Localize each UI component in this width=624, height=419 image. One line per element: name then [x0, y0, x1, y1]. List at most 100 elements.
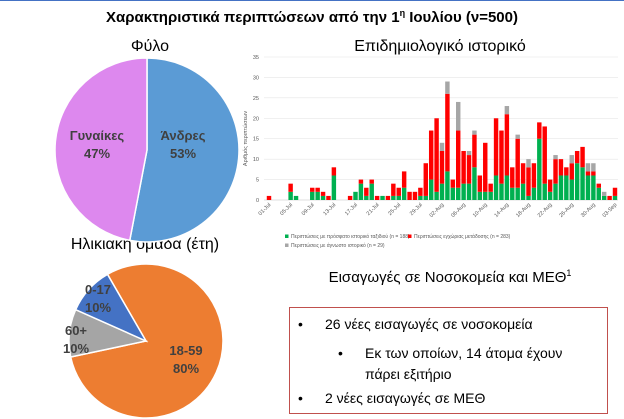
x-tick-label: 06-Aug — [450, 202, 467, 219]
bar-segment — [456, 187, 461, 200]
bullet-text: 2 νέες εισαγωγές σε ΜΕΘ — [325, 390, 486, 406]
bar-segment — [439, 142, 445, 151]
bar-segment — [439, 150, 445, 184]
bar-segment — [569, 155, 574, 164]
hospital-heading: Εισαγωγές σε Νοσοκομεία και ΜΕΘ1 — [290, 268, 610, 286]
bar-segment — [483, 191, 488, 200]
bar-segment — [591, 175, 596, 200]
bar-segment — [391, 183, 396, 196]
bar-segment — [558, 175, 564, 200]
bar-segment — [537, 138, 542, 200]
bar-segment — [526, 167, 531, 196]
bar-segment — [461, 183, 466, 200]
y-axis-label: Αριθμός περιπτώσεων — [242, 111, 249, 166]
bar-segment — [591, 171, 596, 176]
bullet-icon: • — [338, 345, 343, 361]
page-title: Χαρακτηριστικά περιπτώσεων από την 1η Ιο… — [0, 8, 624, 26]
bar-segment — [331, 175, 337, 200]
bar-segment — [553, 183, 558, 200]
bar-segment — [369, 179, 374, 184]
bar-segment — [423, 163, 428, 196]
pie-slice — [128, 57, 240, 243]
bar-segment — [461, 150, 466, 184]
x-tick-label: 26-Aug — [558, 202, 575, 219]
bar-segment — [601, 191, 607, 196]
title-text-rest: Ιουλίου (ν=500) — [405, 9, 518, 26]
bullet-item: • 26 νέες εισαγωγές σε νοσοκομεία — [298, 316, 598, 332]
bar-segment — [418, 195, 423, 200]
y-tick-label: 10 — [253, 157, 259, 163]
top-divider — [0, 0, 624, 1]
bar-segment — [553, 159, 558, 184]
bar-segment — [612, 195, 618, 200]
bar-segment — [585, 163, 591, 172]
bar-segment — [364, 195, 369, 200]
bar-segment — [493, 118, 499, 176]
legend-label: Περιπτώσεις με πρόσφατο ιστορικό ταξιδιο… — [291, 233, 410, 240]
bar-segment — [580, 167, 585, 200]
bar-segment — [542, 183, 547, 200]
bar-segment — [326, 195, 331, 200]
bar-segment — [466, 183, 472, 200]
pie-label: 60+ — [65, 323, 87, 338]
bar-segment — [320, 195, 326, 200]
legend-label: Περιπτώσεις με άγνωστο ιστορικό (n = 29) — [291, 242, 385, 249]
bar-segment — [537, 122, 542, 139]
y-tick-label: 5 — [256, 178, 259, 184]
hospital-box: • 26 νέες εισαγωγές σε νοσοκομεία • Εκ των… — [289, 307, 608, 414]
y-tick-label: 20 — [253, 116, 259, 122]
bar-segment — [483, 142, 488, 192]
bar-chart-title: Επιδημιολογικό ιστορικό — [354, 38, 526, 55]
bar-segment — [477, 191, 483, 200]
x-tick-label: 29-Jul — [409, 202, 424, 217]
bar-segment — [466, 150, 472, 156]
bar-segment — [612, 187, 618, 196]
bar-segment — [412, 191, 418, 200]
bar-segment — [504, 106, 510, 115]
bar-segment — [472, 167, 477, 200]
pie-label: 0-17 — [85, 282, 111, 297]
x-tick-label: 22-Aug — [537, 202, 554, 219]
bar-segment — [520, 163, 526, 184]
bar-segment — [569, 163, 574, 180]
hospital-heading-text: Εισαγωγές σε Νοσοκομεία και ΜΕΘ — [328, 269, 567, 286]
pie-slice — [74, 273, 148, 343]
bar-segment — [450, 187, 456, 200]
x-tick-label: 10-Aug — [472, 202, 489, 219]
gender-pie-title: Φύλο — [130, 38, 170, 55]
bar-segment — [396, 195, 401, 200]
bar-segment — [418, 187, 423, 196]
bar-segment — [510, 187, 515, 200]
pie-value-label: 10% — [63, 341, 89, 356]
bar-segment — [510, 167, 515, 188]
title-superscript: η — [399, 8, 406, 18]
pie-label: 18-59 — [169, 343, 202, 358]
bar-segment — [456, 130, 461, 188]
bar-segment — [358, 183, 364, 200]
bar-segment — [607, 195, 612, 200]
bar-segment — [288, 183, 293, 192]
bar-segment — [596, 187, 601, 200]
x-tick-label: 30-Aug — [580, 202, 597, 219]
bar-segment — [396, 187, 401, 196]
bar-segment — [401, 171, 407, 188]
bar-segment — [445, 81, 450, 94]
bar-segment — [472, 134, 477, 168]
bar-segment — [596, 183, 601, 188]
bar-segment — [369, 183, 374, 200]
bar-segment — [591, 163, 596, 172]
bar-segment — [526, 159, 531, 168]
x-tick-label: 05-Jul — [279, 202, 294, 217]
x-tick-label: 17-Jul — [344, 202, 359, 217]
bar-segment — [493, 175, 499, 200]
bar-segment — [472, 130, 477, 135]
bar-segment — [428, 179, 434, 200]
bar-segment — [391, 195, 396, 200]
bar-segment — [445, 171, 450, 200]
x-tick-label: 13-Jul — [322, 202, 337, 217]
bar-segment — [439, 183, 445, 200]
pie-value-label: 10% — [85, 300, 111, 315]
bar-segment — [428, 130, 434, 180]
bar-segment — [434, 118, 439, 192]
